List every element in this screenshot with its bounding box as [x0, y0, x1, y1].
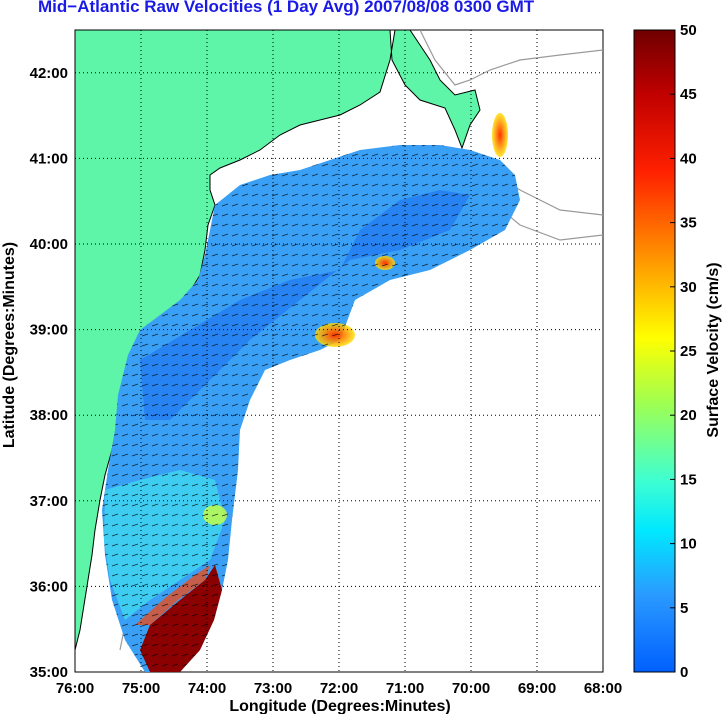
y-tick-label: 41:00	[30, 150, 68, 167]
x-axis-label: Longitude (Degrees:Minutes)	[229, 698, 450, 714]
colorbar-tick-label: 45	[680, 86, 697, 103]
colorbar-tick-label: 10	[680, 536, 697, 553]
velocity-arrows	[102, 145, 520, 672]
colorbar-tick-label: 30	[680, 279, 697, 296]
y-tick-label: 37:00	[30, 493, 68, 510]
map-title: Mid−Atlantic Raw Velocities (1 Day Avg) …	[38, 0, 535, 16]
colorbar-tick-label: 50	[680, 22, 697, 39]
y-axis-label: Latitude (Degrees:Minutes)	[1, 242, 18, 448]
colorbar-tick-labels: 0 5 10 15 20 25 30 35 40 45 50	[670, 22, 697, 681]
colorbar-tick-label: 25	[680, 343, 697, 360]
x-tick-label: 71:00	[386, 680, 424, 697]
x-tick-label: 76:00	[56, 680, 94, 697]
colorbar-tick-label: 5	[680, 600, 688, 617]
land-mass	[75, 30, 603, 651]
y-tick-label: 39:00	[30, 322, 68, 339]
y-tick-label: 42:00	[30, 65, 68, 82]
colorbar-tick-label: 40	[680, 150, 697, 167]
y-tick-labels: 35:00 36:00 37:00 38:00 39:00 40:00 41:00 42:00	[30, 65, 68, 681]
y-tick-label: 35:00	[30, 664, 68, 681]
x-tick-label: 69:00	[518, 680, 556, 697]
velocity-hotspot-3	[492, 113, 508, 157]
x-tick-label: 75:00	[122, 680, 160, 697]
colorbar-tick-label: 15	[680, 471, 697, 488]
x-tick-labels: 76:00 75:00 74:00 73:00 72:00 71:00 70:00 69:00…	[56, 680, 622, 697]
colorbar-label: Surface Velocity (cm/s)	[705, 262, 722, 437]
colorbar-tick-label: 35	[680, 215, 697, 232]
x-tick-label: 74:00	[188, 680, 226, 697]
x-tick-label: 68:00	[584, 680, 622, 697]
colorbar-tick-label: 20	[680, 407, 697, 424]
y-tick-label: 36:00	[30, 578, 68, 595]
y-tick-label: 38:00	[30, 407, 68, 424]
x-tick-label: 73:00	[254, 680, 292, 697]
colorbar	[633, 29, 676, 673]
grid-lines	[75, 30, 603, 672]
x-tick-label: 72:00	[320, 680, 358, 697]
colorbar-tick-label: 0	[680, 664, 688, 681]
x-tick-label: 70:00	[452, 680, 490, 697]
y-tick-label: 40:00	[30, 236, 68, 253]
